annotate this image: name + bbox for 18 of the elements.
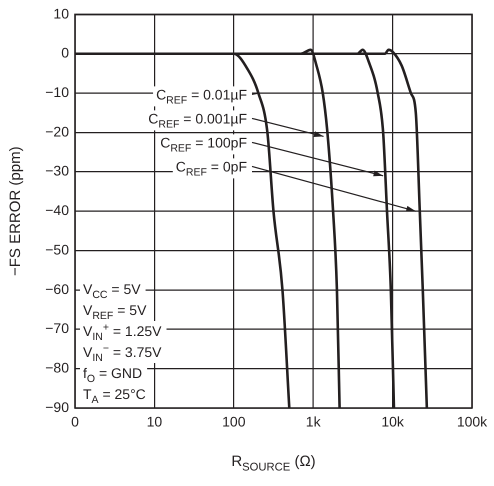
y-tick-label: −20 — [45, 123, 70, 140]
y-tick-label: −10 — [45, 84, 70, 100]
y-tick-label: −60 — [45, 280, 70, 297]
x-tick-label: 100 — [222, 413, 246, 430]
y-tick-label: −90 — [45, 398, 70, 415]
y-tick-label: −80 — [45, 360, 70, 376]
x-tick-label: 1k — [306, 413, 322, 430]
x-tick-label: 10 — [146, 413, 162, 430]
y-tick-label: 10 — [53, 5, 70, 22]
y-tick-label: −40 — [45, 202, 70, 218]
y-tick-label: −30 — [45, 162, 70, 179]
x-tick-label: 100k — [456, 413, 488, 430]
y-axis-title: −FS ERROR (ppm) — [7, 146, 24, 276]
y-tick-label: −70 — [45, 320, 70, 336]
y-tick-label: −50 — [45, 241, 70, 258]
x-tick-label: 0 — [71, 413, 80, 430]
y-tick-label: 0 — [61, 44, 70, 61]
x-tick-label: 10k — [381, 413, 405, 430]
